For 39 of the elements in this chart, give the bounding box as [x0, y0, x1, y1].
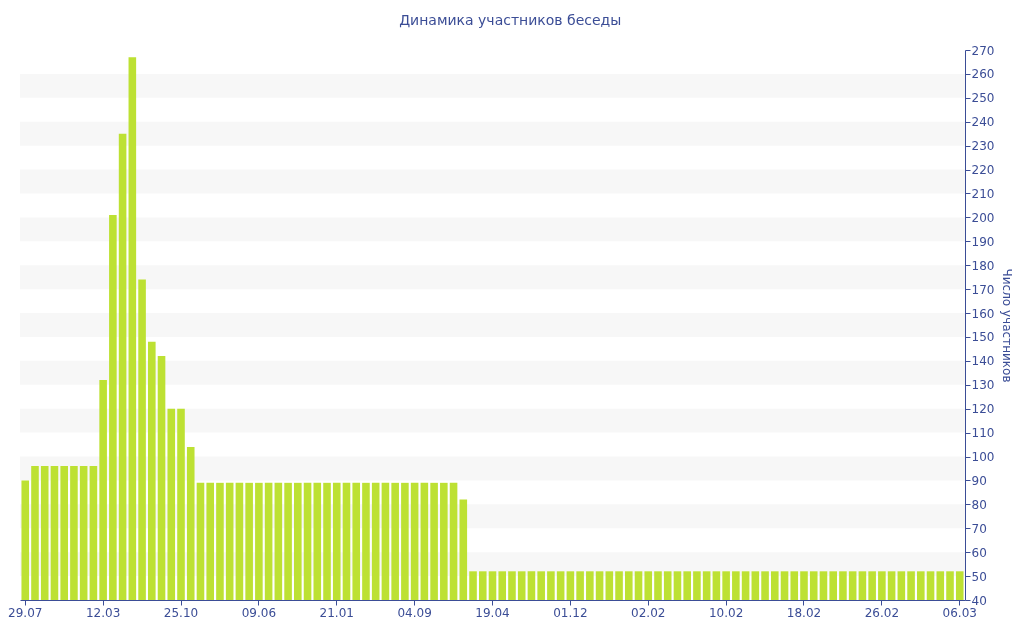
- y-tick-label: 110: [971, 426, 995, 441]
- y-tick-label: 80: [971, 497, 987, 512]
- y-tick-label: 90: [971, 473, 987, 488]
- y-tick-label: 60: [971, 545, 987, 560]
- y-tick-label: 100: [971, 450, 995, 465]
- y-tick-label: 180: [971, 258, 995, 273]
- x-tick-label: 12.03: [85, 605, 121, 620]
- y-tick-label: 120: [971, 402, 995, 417]
- y-tick-label: 200: [971, 210, 995, 225]
- y-tick-label: 130: [971, 378, 995, 393]
- y-tick-label: 190: [971, 234, 995, 249]
- x-tick-label: 21.01: [319, 605, 354, 620]
- y-tick-label: 210: [971, 186, 995, 201]
- y-tick-label: 150: [971, 330, 995, 345]
- x-tick-label: 09.06: [241, 605, 277, 620]
- x-tick-label: 25.10: [163, 605, 199, 620]
- y-tick-label: 260: [971, 67, 995, 82]
- y-tick-label: 40: [971, 593, 987, 608]
- chart-title: Динамика участников беседы: [399, 12, 622, 28]
- x-tick-label: 10.02: [708, 605, 744, 620]
- y-tick-label: 240: [971, 115, 995, 130]
- x-tick-label: 02.02: [631, 605, 666, 620]
- x-tick-label: 26.02: [864, 605, 900, 620]
- y-tick-label: 70: [971, 521, 987, 536]
- x-tick-label: 19.04: [475, 605, 510, 620]
- y-tick-label: 160: [971, 306, 995, 321]
- y-tick-label: 220: [971, 163, 995, 178]
- y-tick-label: 270: [971, 43, 995, 58]
- y-axis-title: Число участников: [1000, 268, 1015, 383]
- x-tick-label: 04.09: [397, 605, 432, 620]
- y-tick-label: 50: [971, 569, 987, 584]
- y-tick-label: 250: [971, 91, 995, 106]
- x-tick-label: 06.03: [942, 605, 977, 620]
- x-tick-label: 29.07: [8, 605, 43, 620]
- y-tick-label: 140: [971, 354, 995, 369]
- y-tick-label: 230: [971, 139, 995, 154]
- x-tick-label: 18.02: [786, 605, 822, 620]
- x-tick-label: 01.12: [553, 605, 588, 620]
- y-tick-label: 170: [971, 282, 995, 297]
